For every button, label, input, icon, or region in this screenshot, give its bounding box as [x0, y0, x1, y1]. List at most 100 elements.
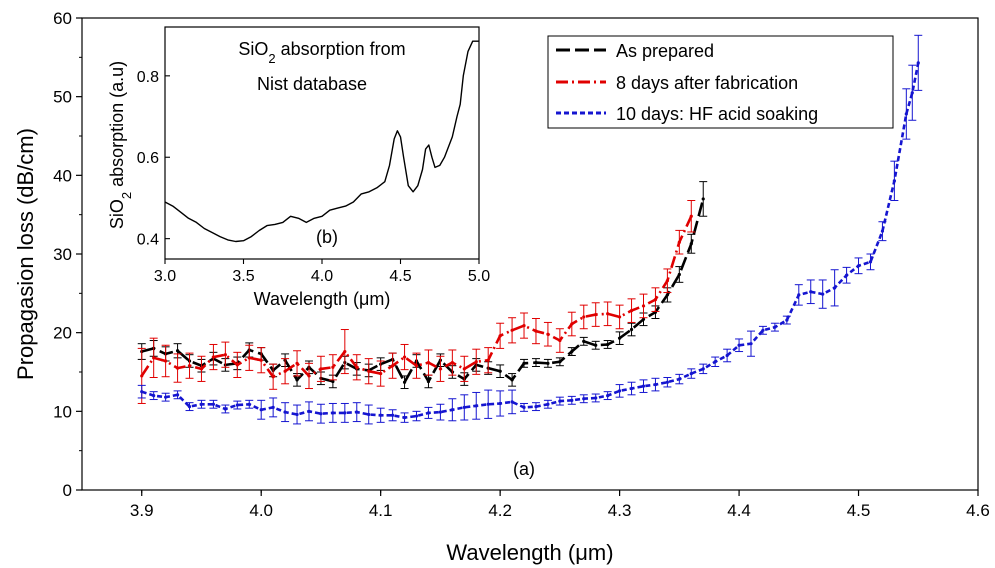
data-point — [462, 367, 466, 371]
x-tick-label: 4.6 — [966, 501, 990, 520]
data-point — [402, 355, 407, 359]
data-point — [797, 293, 801, 297]
legend-entry-label: 10 days: HF acid soaking — [616, 104, 818, 124]
data-point — [677, 377, 681, 381]
data-point — [618, 336, 622, 340]
data-point — [414, 364, 419, 368]
inset-y-axis-label: SiO2 absorption (a.u) — [107, 61, 134, 229]
data-point — [880, 229, 885, 233]
data-point — [833, 286, 837, 290]
data-point — [247, 402, 251, 406]
data-point — [235, 363, 239, 367]
data-point — [701, 367, 705, 371]
data-point — [582, 397, 586, 401]
data-point — [402, 380, 407, 384]
data-point — [546, 402, 550, 406]
inset-y-label-main: SiO — [107, 199, 127, 229]
data-point — [164, 395, 168, 399]
x-tick-label: 4.2 — [488, 501, 512, 520]
main-x-axis-label: Wavelength (μm) — [446, 540, 613, 565]
data-point — [629, 309, 634, 313]
data-point — [223, 353, 227, 357]
data-point — [582, 339, 586, 343]
inset-series-line — [164, 40, 479, 243]
data-point — [259, 358, 263, 362]
inset-x-axis-label: Wavelength (μm) — [254, 289, 391, 309]
inset-x-tick-label: 3.5 — [232, 268, 254, 285]
data-point — [761, 328, 765, 332]
data-point — [665, 380, 669, 384]
main-panel-label: (a) — [513, 459, 535, 479]
inset-x-tick-label: 4.0 — [311, 268, 333, 285]
data-point — [438, 410, 442, 414]
inset-plot: 3.0 3.5 4.0 4.5 5.0 0.40.60.8 SiO2 absorptio… — [107, 26, 490, 309]
data-point — [534, 360, 538, 365]
main-y-ticks: 0 10 20 30 40 50 60 — [53, 9, 82, 500]
inset-title-tail: absorption from — [276, 39, 406, 59]
data-point — [271, 405, 275, 409]
data-point — [785, 318, 789, 322]
data-point — [844, 273, 849, 277]
x-tick-label: 4.4 — [727, 501, 751, 520]
series-1 — [137, 200, 696, 404]
x-tick-label: 4.3 — [608, 501, 632, 520]
data-point — [689, 242, 693, 246]
data-point — [522, 361, 526, 365]
data-point — [892, 179, 896, 183]
data-point — [450, 408, 454, 412]
data-point — [916, 61, 920, 65]
data-point — [582, 315, 586, 319]
data-point — [570, 398, 574, 402]
data-point — [175, 393, 180, 397]
data-point — [629, 327, 634, 332]
data-point — [283, 410, 287, 414]
data-point — [379, 371, 383, 376]
inset-title-line2: Nist database — [257, 74, 367, 94]
data-point — [522, 323, 526, 328]
data-point — [235, 403, 239, 407]
data-point — [498, 369, 502, 373]
legend-entry-label: As prepared — [616, 41, 714, 61]
data-point — [653, 298, 658, 302]
data-point — [904, 112, 908, 116]
data-point — [689, 371, 693, 376]
inset-y-tick-label: 0.8 — [137, 69, 159, 86]
inset-background — [165, 27, 479, 259]
data-point — [343, 411, 347, 415]
data-point — [211, 355, 216, 359]
data-point — [295, 378, 299, 382]
data-point — [486, 402, 490, 406]
data-point — [665, 279, 669, 283]
y-tick-label: 10 — [53, 402, 72, 421]
inset-title-line1: SiO2 absorption from — [238, 39, 405, 66]
data-point — [355, 410, 359, 414]
inset-title-sub: 2 — [268, 51, 275, 66]
inset-series — [164, 40, 479, 243]
data-point — [140, 390, 144, 394]
data-point — [558, 360, 562, 364]
legend-entry-label: 8 days after fabrication — [616, 73, 798, 93]
data-point — [402, 416, 407, 420]
data-point — [295, 361, 299, 365]
data-point — [259, 408, 263, 412]
data-point — [570, 322, 574, 326]
data-point — [606, 342, 610, 347]
data-point — [594, 343, 598, 347]
data-point — [271, 375, 275, 379]
data-point — [546, 361, 550, 365]
x-tick-label: 4.1 — [369, 501, 393, 520]
data-point — [498, 401, 502, 406]
data-point — [510, 378, 514, 382]
data-point — [331, 379, 335, 384]
data-point — [414, 414, 419, 418]
series-2 — [137, 34, 923, 425]
data-point — [618, 315, 622, 319]
data-point — [498, 334, 502, 338]
data-point — [187, 364, 192, 368]
legend-entry: 10 days: HF acid soaking — [556, 104, 818, 124]
x-tick-label: 4.0 — [249, 501, 273, 520]
data-point — [450, 360, 454, 365]
main-series — [137, 34, 923, 425]
data-point — [677, 272, 681, 277]
